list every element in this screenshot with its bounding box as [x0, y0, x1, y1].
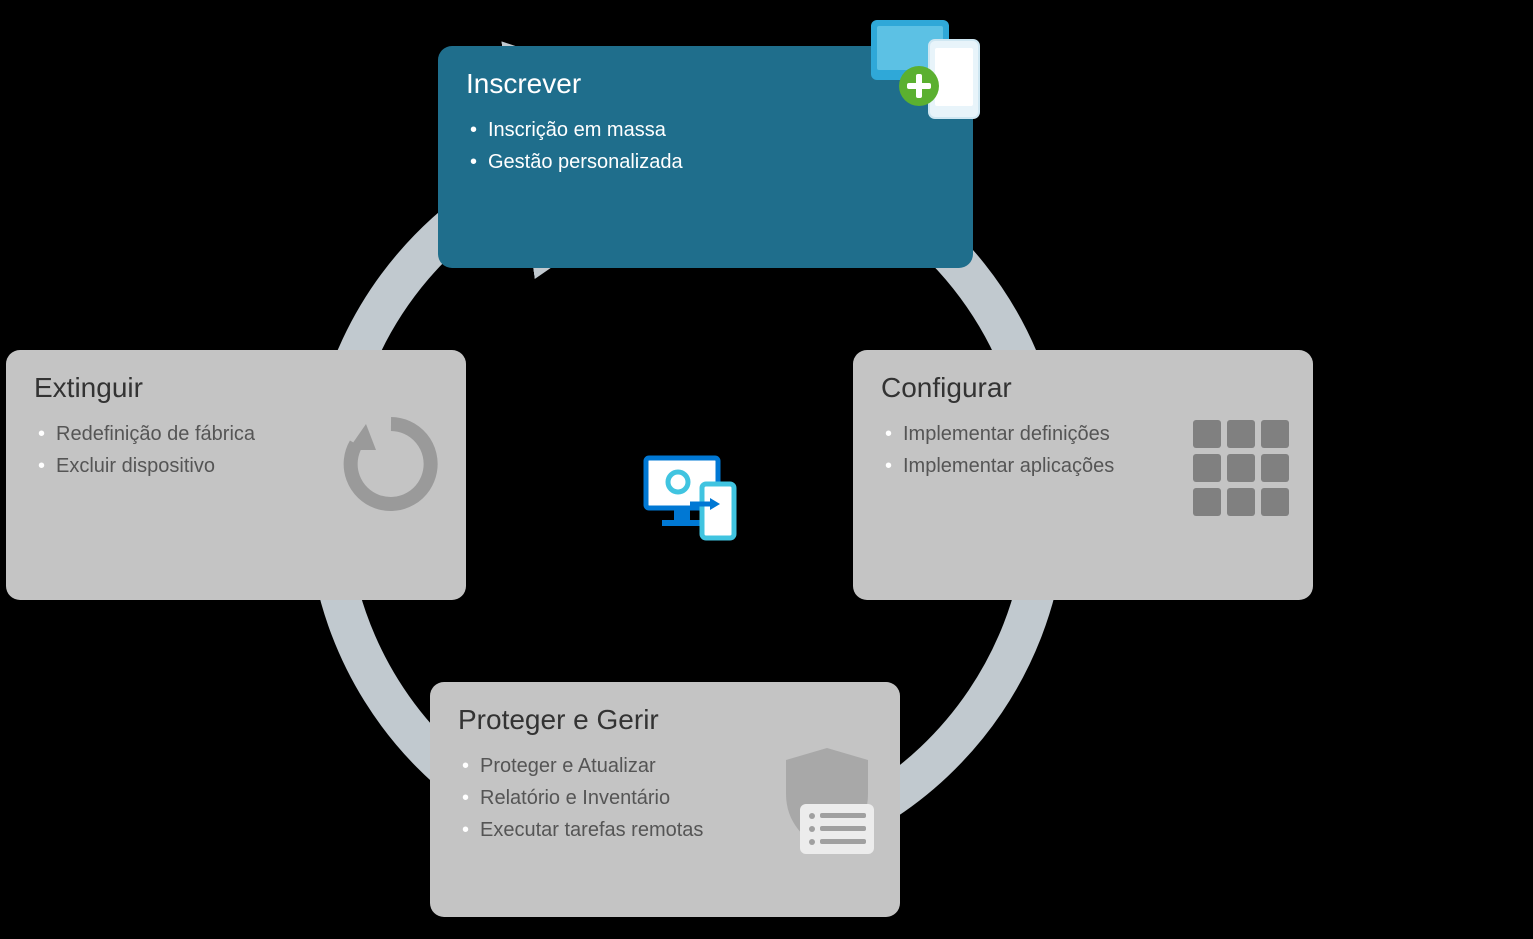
card-enroll-item: Gestão personalizada	[470, 146, 945, 178]
shield-list-icon	[772, 742, 882, 867]
card-protect-title: Proteger e Gerir	[458, 704, 872, 736]
card-configure: Configurar Implementar definições Implem…	[853, 350, 1313, 600]
reset-arrow-icon	[336, 410, 446, 525]
card-retire-title: Extinguir	[34, 372, 438, 404]
card-protect: Proteger e Gerir Proteger e Atualizar Re…	[430, 682, 900, 917]
card-retire: Extinguir Redefinição de fábrica Excluir…	[6, 350, 466, 600]
card-enroll: Inscrever Inscrição em massa Gestão pers…	[438, 46, 973, 268]
diagram-stage: Inscrever Inscrição em massa Gestão pers…	[0, 0, 1533, 939]
grid-app-icon	[1193, 420, 1289, 516]
device-add-icon	[861, 14, 991, 129]
center-device-icon	[640, 450, 750, 555]
card-configure-title: Configurar	[881, 372, 1285, 404]
